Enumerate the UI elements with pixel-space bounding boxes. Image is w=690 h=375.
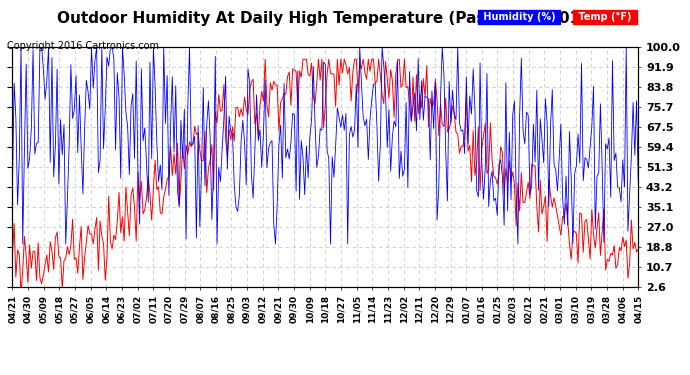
Text: Outdoor Humidity At Daily High Temperature (Past Year) 20160421: Outdoor Humidity At Daily High Temperatu… [57, 11, 633, 26]
Text: Temp (°F): Temp (°F) [575, 12, 635, 22]
Text: Humidity (%): Humidity (%) [480, 12, 558, 22]
Text: Copyright 2016 Cartronics.com: Copyright 2016 Cartronics.com [7, 41, 159, 51]
